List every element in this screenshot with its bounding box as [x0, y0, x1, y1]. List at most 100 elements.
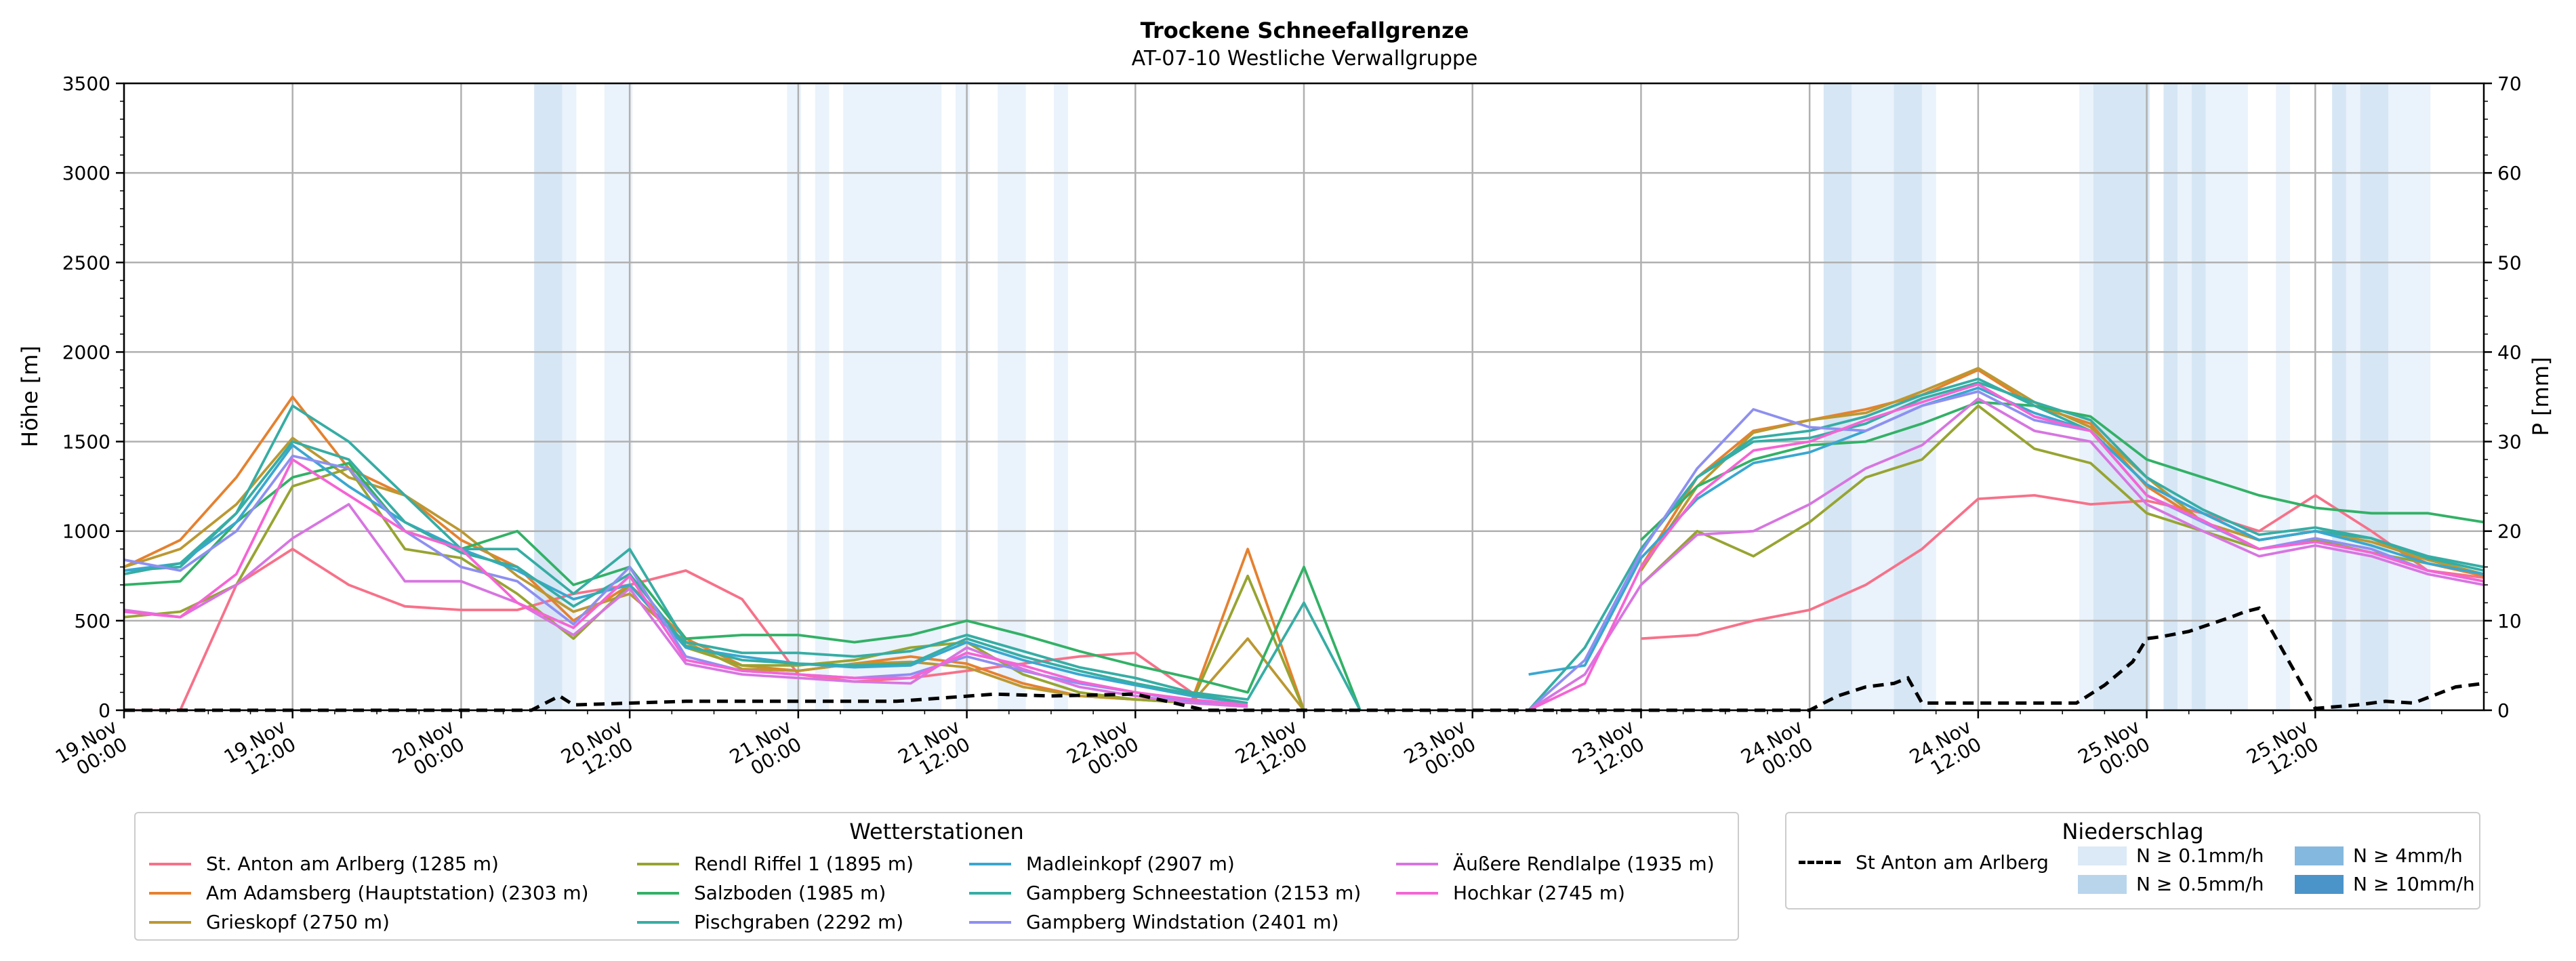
precip-level-label: N ≥ 10mm/h	[2353, 873, 2475, 895]
station-color-swatch	[637, 891, 679, 895]
station-legend: Wetterstationen St. Anton am Arlberg (12…	[134, 812, 1739, 941]
precip-band	[562, 83, 577, 710]
precip-band	[2093, 83, 2150, 710]
station-legend-label: Salzboden (1985 m)	[694, 882, 886, 904]
precip-level-entry: N ≥ 0.1mm/h	[2078, 844, 2264, 867]
station-legend-entry: Am Adamsberg (Hauptstation) (2303 m)	[149, 882, 589, 904]
precip-level-label: N ≥ 0.1mm/h	[2136, 844, 2264, 867]
precip-level-swatch	[2295, 846, 2344, 865]
precip-band	[2360, 83, 2389, 710]
station-legend-label: Grieskopf (2750 m)	[206, 911, 390, 933]
y-tick-label: 3500	[62, 73, 110, 95]
precip-band	[2205, 83, 2248, 710]
station-legend-entry: Äußere Rendlalpe (1935 m)	[1396, 853, 1715, 875]
y-right-tick-label: 20	[2497, 520, 2522, 543]
y-right-tick-label: 40	[2497, 341, 2522, 363]
station-legend-label: Hochkar (2745 m)	[1453, 882, 1625, 904]
precip-legend-line-label: St Anton am Arlberg	[1856, 851, 2049, 874]
y-right-tick-label: 0	[2497, 699, 2510, 722]
precip-level-label: N ≥ 0.5mm/h	[2136, 873, 2264, 895]
y-axis-label-right: P [mm]	[2528, 357, 2554, 436]
series-line	[123, 377, 2485, 711]
station-color-swatch	[969, 862, 1011, 865]
y-tick-label: 0	[98, 699, 110, 722]
precip-band	[815, 83, 830, 710]
precip-band	[2346, 83, 2360, 710]
precip-band	[2388, 83, 2431, 710]
precipitation-bands	[534, 83, 2431, 710]
precip-level-entry: N ≥ 4mm/h	[2295, 844, 2463, 867]
station-color-swatch	[149, 920, 191, 924]
y-tick-label: 1500	[62, 431, 110, 453]
chart-subtitle: AT-07-10 Westliche Verwallgruppe	[1132, 47, 1478, 70]
precip-level-swatch	[2078, 874, 2127, 894]
station-legend-label: Madleinkopf (2907 m)	[1026, 853, 1235, 875]
series-line	[123, 397, 2485, 712]
y-tick-label: 1000	[62, 520, 110, 543]
precip-band	[2191, 83, 2206, 710]
station-legend-label: Pischgraben (2292 m)	[694, 911, 904, 933]
station-color-swatch	[1396, 891, 1438, 895]
station-color-swatch	[969, 891, 1011, 895]
station-color-swatch	[149, 862, 191, 865]
y-right-tick-label: 70	[2497, 73, 2522, 95]
precip-band	[2079, 83, 2093, 710]
station-color-swatch	[1396, 862, 1438, 865]
station-legend-label: Äußere Rendlalpe (1935 m)	[1453, 853, 1715, 875]
precip-band	[2332, 83, 2346, 710]
y-tick-label: 500	[75, 610, 110, 632]
precip-level-swatch	[2078, 846, 2127, 865]
precip-legend-title: Niederschlag	[2062, 819, 2204, 844]
station-color-swatch	[149, 891, 191, 895]
station-legend-entry: Salzboden (1985 m)	[637, 882, 886, 904]
station-color-swatch	[637, 862, 679, 865]
precip-band	[1054, 83, 1068, 710]
grid	[123, 82, 2484, 712]
station-legend-title: Wetterstationen	[849, 819, 1024, 844]
station-legend-label: St. Anton am Arlberg (1285 m)	[206, 853, 499, 875]
precip-band	[604, 83, 633, 710]
station-color-swatch	[969, 920, 1011, 924]
station-legend-label: Rendl Riffel 1 (1895 m)	[694, 853, 914, 875]
precip-level-swatch	[2295, 874, 2344, 894]
precip-band	[2163, 83, 2178, 710]
dashed-line-swatch	[1799, 861, 1841, 864]
precip-legend-line-entry: St Anton am Arlberg	[1799, 851, 2049, 874]
y-tick-label: 2500	[62, 251, 110, 274]
station-legend-entry: Madleinkopf (2907 m)	[969, 853, 1235, 875]
precip-level-entry: N ≥ 10mm/h	[2295, 873, 2475, 895]
y-right-tick-label: 30	[2497, 431, 2522, 453]
station-legend-entry: St. Anton am Arlberg (1285 m)	[149, 853, 499, 875]
series-line	[123, 381, 2485, 712]
series-line	[123, 383, 2485, 712]
y-right-tick-label: 50	[2497, 251, 2522, 274]
station-legend-entry: Gampberg Windstation (2401 m)	[969, 911, 1339, 933]
station-legend-entry: Rendl Riffel 1 (1895 m)	[637, 853, 914, 875]
station-legend-label: Gampberg Schneestation (2153 m)	[1026, 882, 1362, 904]
axes: 0 500 1000 1500 2000 2500 3000 3500 0 10 20 30 40 50 6…	[52, 73, 2522, 779]
precip-band	[2276, 83, 2290, 710]
station-legend-entry: Grieskopf (2750 m)	[149, 911, 390, 933]
y-tick-label: 3000	[62, 162, 110, 184]
series-line	[123, 390, 2485, 712]
precip-band	[998, 83, 1026, 710]
precip-level-label: N ≥ 4mm/h	[2353, 844, 2463, 867]
precip-band	[1823, 83, 1852, 710]
station-legend-label: Am Adamsberg (Hauptstation) (2303 m)	[206, 882, 589, 904]
station-legend-entry: Pischgraben (2292 m)	[637, 911, 903, 933]
precip-legend: Niederschlag St Anton am Arlberg N ≥ 0.1…	[1785, 812, 2480, 909]
y-right-tick-label: 60	[2497, 162, 2522, 184]
